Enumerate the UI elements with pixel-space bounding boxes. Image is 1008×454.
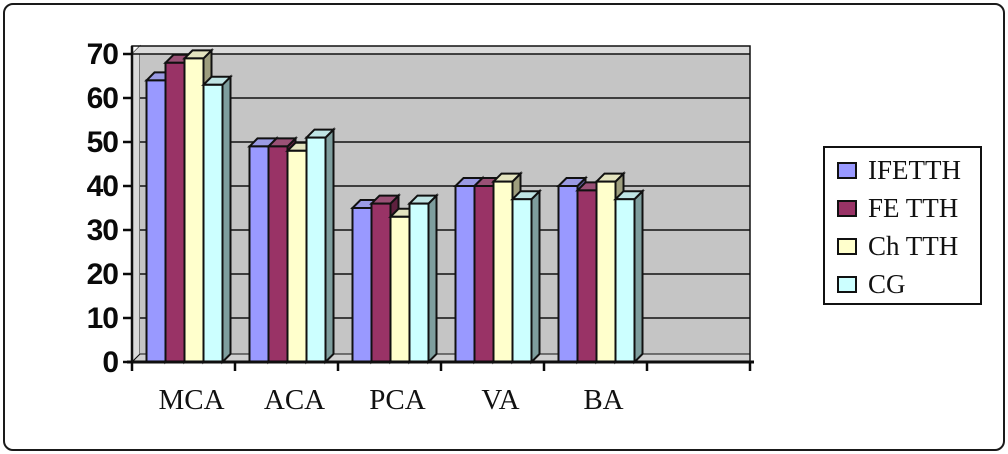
bar-PCA-IFETTH <box>351 207 373 363</box>
bar-MCA-FE TTH <box>164 61 186 364</box>
y-tick-label-10: 10 <box>87 302 119 335</box>
legend-swatch-IFETTH <box>837 161 857 179</box>
bar-VA-IFETTH <box>454 185 476 363</box>
bar-side-BA-CG <box>633 188 644 365</box>
y-tick-label-60: 60 <box>87 82 119 115</box>
y-tick-label-40: 40 <box>87 170 119 203</box>
bar-VA-Ch TTH <box>492 180 514 363</box>
legend-item-IFETTH: IFETTH <box>837 151 980 189</box>
bar-ACA-FE TTH <box>267 145 289 363</box>
y-tick-label-0: 0 <box>102 346 118 379</box>
x-label-VA: VA <box>481 384 519 416</box>
legend-label: FE TTH <box>868 192 959 223</box>
y-tick-label-70: 70 <box>87 38 119 71</box>
legend-item-FE TTH: FE TTH <box>837 189 980 227</box>
plot-ceiling <box>132 46 750 54</box>
bar-VA-CG <box>511 198 533 363</box>
x-label-MCA: MCA <box>158 384 224 416</box>
legend-label: IFETTH <box>868 154 961 185</box>
bar-MCA-IFETTH <box>145 79 167 364</box>
x-label-BA: BA <box>583 384 623 416</box>
bar-ACA-Ch TTH <box>286 149 308 363</box>
legend-swatch-CG <box>837 275 857 293</box>
legend-swatch-FE TTH <box>837 199 857 217</box>
bar-side-MCA-CG <box>221 74 232 365</box>
bar-PCA-Ch TTH <box>389 215 411 363</box>
figure-border <box>3 3 1005 451</box>
legend-item-CG: CG <box>837 265 980 303</box>
y-tick-label-50: 50 <box>87 126 119 159</box>
bar-MCA-Ch TTH <box>183 57 205 364</box>
bar-VA-FE TTH <box>473 185 495 363</box>
y-tick-label-20: 20 <box>87 258 119 291</box>
bar-BA-Ch TTH <box>595 180 617 363</box>
legend-swatch-Ch TTH <box>837 237 857 255</box>
bar-ACA-IFETTH <box>248 145 270 363</box>
legend-label: Ch TTH <box>868 230 959 261</box>
bar-side-VA-CG <box>530 188 541 365</box>
legend-box: IFETTH FE TTH Ch TTH CG <box>823 146 982 305</box>
bar-BA-CG <box>614 198 636 363</box>
bar-PCA-FE TTH <box>370 202 392 363</box>
bar-side-PCA-CG <box>427 193 438 365</box>
bar-BA-FE TTH <box>576 189 598 363</box>
bar-PCA-CG <box>408 202 430 363</box>
bar-BA-IFETTH <box>557 185 579 363</box>
bar-MCA-CG <box>202 83 224 364</box>
legend-item-Ch TTH: Ch TTH <box>837 227 980 265</box>
bar-side-ACA-CG <box>324 127 335 365</box>
x-label-ACA: ACA <box>264 384 325 416</box>
x-label-PCA: PCA <box>369 384 425 416</box>
bar-ACA-CG <box>305 136 327 363</box>
y-tick-label-30: 30 <box>87 214 119 247</box>
legend-label: CG <box>868 268 906 299</box>
